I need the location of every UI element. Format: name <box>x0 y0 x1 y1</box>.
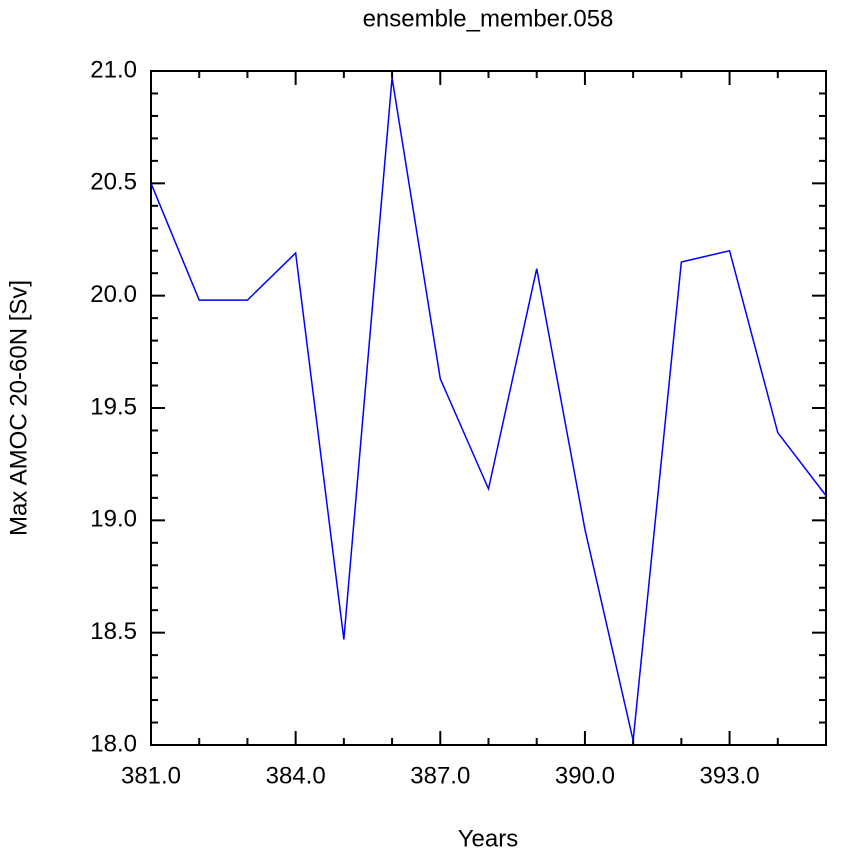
x-axis-label: Years <box>458 825 519 852</box>
x-tick-label: 393.0 <box>700 762 760 789</box>
x-tick-label: 384.0 <box>266 762 326 789</box>
y-tick-label: 20.0 <box>90 281 137 308</box>
plot-frame <box>150 70 827 746</box>
y-tick-label: 20.5 <box>90 169 137 196</box>
y-tick-label: 18.5 <box>90 618 137 645</box>
chart-title: ensemble_member.058 <box>363 5 614 32</box>
y-tick-label: 19.5 <box>90 393 137 420</box>
x-tick-label: 390.0 <box>555 762 615 789</box>
y-axis-label: Max AMOC 20-60N [Sv] <box>5 280 32 536</box>
x-tick-label: 387.0 <box>410 762 470 789</box>
y-tick-label: 18.0 <box>90 730 137 757</box>
y-tick-label: 21.0 <box>90 56 137 83</box>
x-tick-label: 381.0 <box>121 762 181 789</box>
data-line <box>150 77 827 741</box>
y-tick-label: 19.0 <box>90 506 137 533</box>
